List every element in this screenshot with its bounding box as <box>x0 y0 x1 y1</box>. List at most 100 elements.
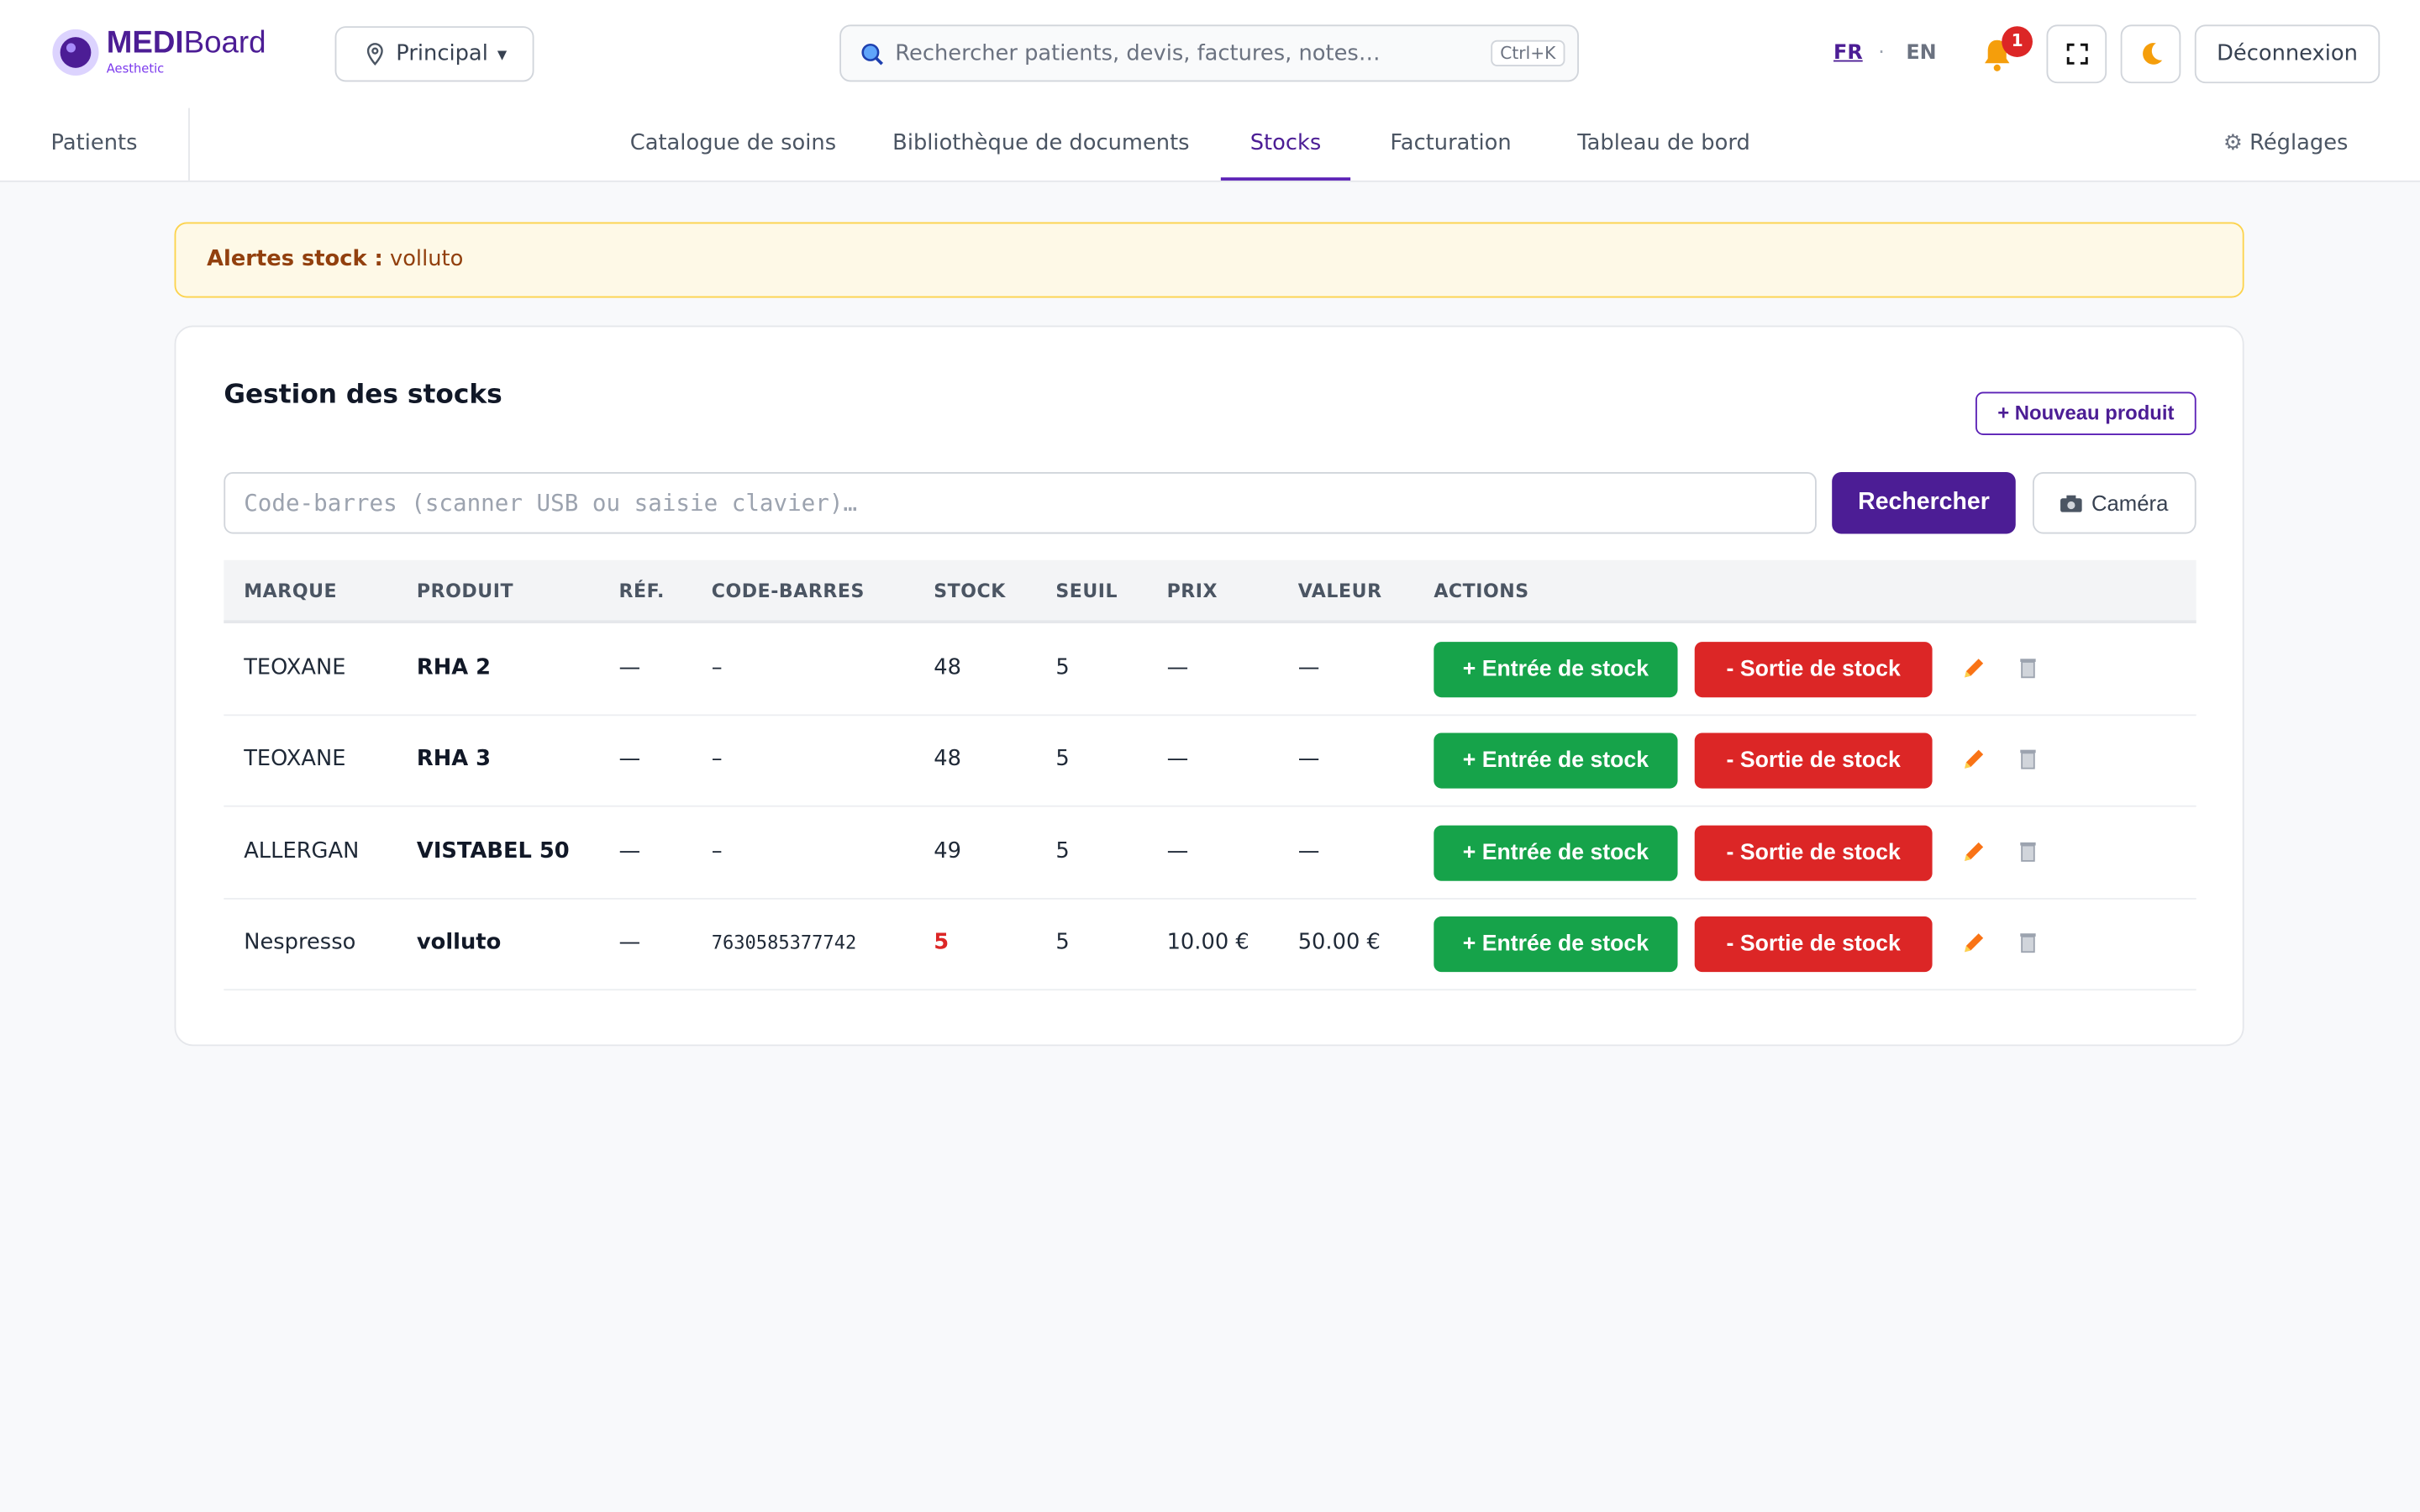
barcode-input[interactable]: Code-barres (scanner USB ou saisie clavi… <box>224 472 1817 534</box>
table-row: ALLERGAN VISTABEL 50 — – 49 5 — — + Entrée de st… <box>224 806 2196 900</box>
logo-tagline: Aesthetic <box>106 61 165 76</box>
brand: TEOXANE <box>244 747 346 772</box>
column-header: PRIX <box>1166 580 1218 602</box>
lang-en[interactable]: EN <box>1906 41 1937 66</box>
stock-in-button[interactable]: + Entrée de stock <box>1434 916 1678 972</box>
camera-button[interactable]: Caméra <box>2032 472 2196 534</box>
column-header: VALEUR <box>1297 580 1382 602</box>
nav-patients[interactable]: Patients <box>0 108 190 181</box>
stock-in-button[interactable]: + Entrée de stock <box>1434 642 1678 698</box>
edit-button[interactable] <box>1961 748 1986 779</box>
new-product-button[interactable]: + Nouveau produit <box>1975 391 2196 435</box>
search-icon <box>861 43 883 65</box>
notification-badge: 1 <box>2002 26 2033 57</box>
stock-out-button[interactable]: - Sortie de stock <box>1694 824 1933 881</box>
product: RHA 3 <box>416 747 491 772</box>
edit-button[interactable] <box>1961 838 1986 869</box>
nav-tab[interactable]: Facturation <box>1390 131 1512 156</box>
location: Principal <box>396 41 488 66</box>
delete-button[interactable] <box>2018 748 2037 779</box>
brand: ALLERGAN <box>244 838 360 864</box>
pencil-icon <box>1965 659 1984 678</box>
nav-tab[interactable]: Catalogue de soins <box>629 131 837 156</box>
stock-out-button[interactable]: - Sortie de stock <box>1694 642 1933 698</box>
price: — <box>1166 838 1189 864</box>
column-header: STOCK <box>934 580 1006 602</box>
stock-out-button[interactable]: - Sortie de stock <box>1694 732 1933 790</box>
barcode: – <box>711 747 723 772</box>
logout-button[interactable]: Déconnexion <box>2194 24 2381 84</box>
global-search[interactable]: Rechercher patients, devis, factures, no… <box>839 24 1579 82</box>
value: — <box>1297 655 1320 680</box>
nav-bar: Patients ⚙ Réglages Catalogue de soins Bi… <box>0 108 2420 182</box>
nav-tab[interactable]: Tableau de bord <box>1577 131 1750 156</box>
table-header: MARQUE PRODUIT RÉF. CODE-BARRES STOCK SEUIL PR… <box>224 559 2196 624</box>
camera-label: Caméra <box>2091 491 2169 516</box>
barcode: – <box>711 655 723 680</box>
stock-alert: Alertes stock : volluto <box>174 222 2244 298</box>
threshold: 5 <box>1055 747 1070 772</box>
value: — <box>1297 747 1320 772</box>
reference: — <box>618 655 641 680</box>
delete-button[interactable] <box>2018 930 2037 961</box>
gear-icon: ⚙ <box>2223 131 2243 156</box>
threshold: 5 <box>1055 838 1070 864</box>
pin-icon <box>366 43 383 66</box>
stock: 5 <box>934 930 950 955</box>
column-header: ACTIONS <box>1434 580 1529 602</box>
fullscreen-icon <box>2065 43 2087 65</box>
stock-in-button[interactable]: + Entrée de stock <box>1434 824 1678 881</box>
pencil-icon <box>1965 933 1984 953</box>
caret: ▼ <box>497 47 508 61</box>
reference: — <box>618 747 641 772</box>
reference: — <box>618 930 641 955</box>
delete-button[interactable] <box>2018 838 2037 869</box>
table-row: TEOXANE RHA 3 — – 48 5 — — + Entrée de stock - So… <box>224 715 2196 808</box>
column-header: RÉF. <box>618 580 665 602</box>
reference: — <box>618 838 641 864</box>
table-row: Nespresso volluto — 7630585377742 5 5 10.00 € 5… <box>224 898 2196 990</box>
edit-button[interactable] <box>1961 656 1986 687</box>
price: — <box>1166 747 1189 772</box>
delete-button[interactable] <box>2018 656 2037 687</box>
alert-label: Alertes stock : <box>207 246 383 272</box>
trash-icon <box>2020 659 2036 679</box>
nav-tab[interactable]: Stocks <box>1220 108 1351 181</box>
price: — <box>1166 655 1189 680</box>
search-button[interactable]: Rechercher <box>1832 472 2016 534</box>
theme-button[interactable] <box>2120 24 2181 84</box>
table-row: TEOXANE RHA 2 — – 48 5 — — + Entrée de stock - So… <box>224 623 2196 717</box>
nav-settings[interactable]: ⚙ Réglages <box>2223 108 2349 181</box>
brand: Nespresso <box>244 930 356 955</box>
column-header: CODE-BARRES <box>711 580 865 602</box>
logo: MEDIBoard <box>107 26 266 61</box>
product: RHA 2 <box>416 655 491 680</box>
pencil-icon <box>1965 842 1984 861</box>
nav-tab[interactable]: Bibliothèque de documents <box>892 131 1190 156</box>
price: 10.00 € <box>1166 930 1249 955</box>
moon-icon <box>2142 43 2162 65</box>
lang-separator: · <box>1878 41 1885 66</box>
threshold: 5 <box>1055 655 1070 680</box>
product: volluto <box>416 930 502 955</box>
panel-title: Gestion des stocks <box>224 379 502 411</box>
logo-rest: Board <box>183 26 266 60</box>
stock-in-button[interactable]: + Entrée de stock <box>1434 732 1678 790</box>
alert-text: volluto <box>389 246 464 272</box>
pencil-icon <box>1965 750 1984 769</box>
location-select[interactable]: Principal ▼ <box>334 26 534 82</box>
value: 50.00 € <box>1297 930 1381 955</box>
stock-out-button[interactable]: - Sortie de stock <box>1694 916 1933 972</box>
trash-icon <box>2020 842 2036 862</box>
lang-fr[interactable]: FR <box>1833 41 1863 66</box>
logo-icon <box>52 29 99 76</box>
fullscreen-button[interactable] <box>2046 24 2107 84</box>
edit-button[interactable] <box>1961 930 1986 961</box>
search-shortcut: Ctrl+K <box>1491 39 1565 66</box>
product: VISTABEL 50 <box>416 838 570 864</box>
top-bar: MEDIBoard Aesthetic Principal ▼ Recherche… <box>0 0 2420 108</box>
stock-panel: Gestion des stocks + Nouveau produit Cod… <box>174 325 2244 1047</box>
stock-table: MARQUE PRODUIT RÉF. CODE-BARRES STOCK SEUIL PR… <box>224 559 2196 992</box>
brand: TEOXANE <box>244 655 346 680</box>
